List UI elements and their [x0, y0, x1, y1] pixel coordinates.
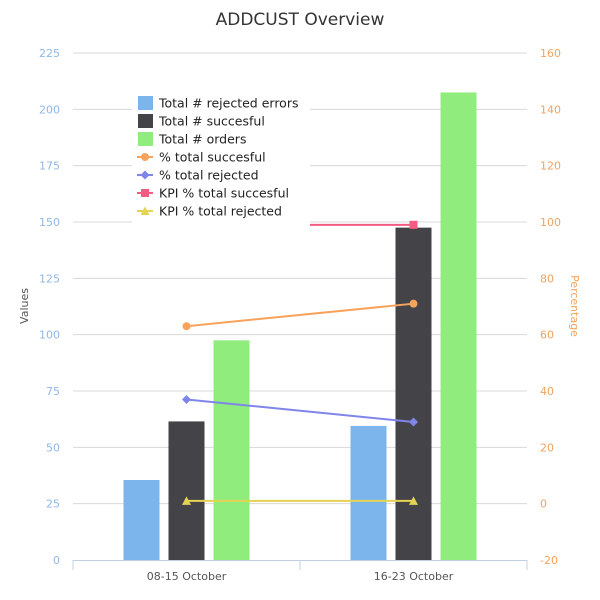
- point-total-succesful: [182, 322, 191, 331]
- y-tick-label: 100: [39, 329, 60, 342]
- y-tick-label: 75: [46, 385, 60, 398]
- legend-label: Total # succesful: [158, 114, 265, 129]
- bar-total-succesful: [168, 421, 205, 560]
- y-tick-label: 175: [39, 160, 60, 173]
- legend-label: KPI % total succesful: [159, 186, 289, 201]
- bar-series: [123, 92, 477, 560]
- x-tick-label: 08-15 October: [147, 570, 227, 583]
- legend-marker: [140, 170, 150, 180]
- legend: Total # rejected errors Total # succesful…: [132, 90, 310, 230]
- y-tick-label: 150: [39, 216, 60, 229]
- line-total-succesful: [186, 302, 414, 328]
- y2-tick-label: 0: [540, 498, 547, 511]
- bar-total-orders: [213, 340, 250, 560]
- legend-marker: [141, 189, 149, 197]
- legend-marker: [141, 153, 149, 161]
- y-axis-title: Values: [18, 288, 31, 324]
- legend-label: Total # orders: [158, 132, 246, 147]
- y2-tick-label: 60: [540, 329, 554, 342]
- legend-label: Total # rejected errors: [158, 96, 298, 111]
- y2-tick-label: 80: [540, 272, 554, 285]
- bar-total-rejected-errors: [350, 425, 387, 560]
- y-tick-label: 125: [39, 272, 60, 285]
- point-total-rejected: [182, 394, 191, 404]
- y2-tick-label: 140: [540, 103, 561, 116]
- y2-tick-label: 100: [540, 216, 561, 229]
- line-series: [182, 220, 418, 505]
- bar-total-succesful: [395, 227, 432, 560]
- y-tick-label: 50: [46, 441, 60, 454]
- right-axis-ticks: -20 0 20 40 60 80 100 120 140 160: [540, 47, 561, 567]
- legend-background: [132, 90, 310, 230]
- y2-tick-label: -20: [540, 554, 558, 567]
- y2-tick-label: 120: [540, 160, 561, 173]
- point-kpi-total-succesful: [409, 220, 418, 229]
- point-total-succesful: [409, 299, 418, 308]
- y-tick-label: 25: [46, 498, 60, 511]
- legend-label: % total rejected: [159, 168, 259, 183]
- legend-swatch: [138, 96, 153, 110]
- point-total-rejected: [409, 417, 418, 427]
- bar-total-rejected-errors: [123, 480, 160, 560]
- left-axis-ticks: 0 25 50 75 100 125 150 175 200 225: [39, 47, 60, 567]
- y2-axis-title: Percentage: [568, 275, 581, 337]
- point-kpi-total-rejected: [182, 496, 191, 505]
- y-tick-label: 0: [53, 554, 60, 567]
- legend-swatch: [138, 114, 153, 128]
- legend-marker: [140, 206, 150, 215]
- x-axis: 08-15 October 16-23 October: [72, 560, 528, 583]
- y2-tick-label: 160: [540, 47, 561, 60]
- y-tick-label: 200: [39, 103, 60, 116]
- y2-tick-label: 20: [540, 441, 554, 454]
- point-kpi-total-rejected: [409, 496, 418, 505]
- y2-tick-label: 40: [540, 385, 554, 398]
- x-tick-label: 16-23 October: [374, 570, 454, 583]
- line-total-rejected: [186, 398, 414, 423]
- y-tick-label: 225: [39, 47, 60, 60]
- chart-title: ADDCUST Overview: [216, 10, 385, 30]
- legend-label: KPI % total rejected: [159, 204, 282, 219]
- legend-swatch: [138, 132, 153, 146]
- legend-label: % total succesful: [159, 150, 266, 165]
- bar-total-orders: [440, 92, 477, 560]
